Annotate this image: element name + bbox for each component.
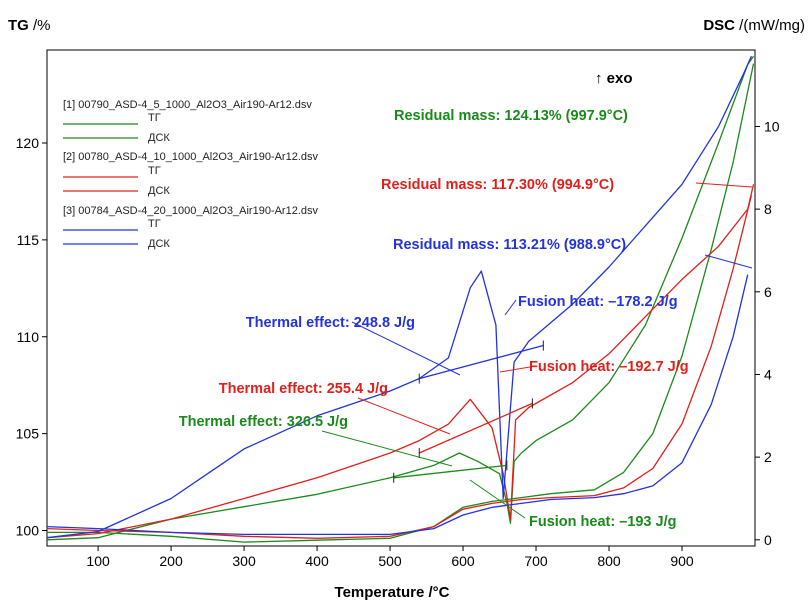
y-right-tick-label: 0 [764,532,772,548]
annotation-label: Thermal effect: 248.8 J/g [246,315,415,331]
annotation-label: Fusion heat: –193 J/g [529,514,676,530]
annotation-leader-line [704,254,753,269]
x-tick-label: 900 [670,553,694,569]
plot-frame [46,49,756,547]
x-tick-label: 100 [86,553,110,569]
x-tick-label: 500 [378,553,402,569]
annotation-label: Residual mass: 117.30% (994.9°C) [381,177,614,193]
y-left-tick-label: 120 [16,135,40,151]
annotation-label: Fusion heat: –178.2 J/g [518,294,678,310]
x-tick-label: 600 [451,553,475,569]
integration-baseline-2 [418,402,533,454]
legend: [1] 00790_ASD-4_5_1000_Al2O3_Air190-Ar12… [63,99,319,250]
annotation-label: Residual mass: 113.21% (988.9°C) [393,237,626,253]
series-line-2 [46,55,755,541]
legend-dsc-label: ДСК [148,185,170,197]
series-layer [46,55,755,543]
annotation-label: Thermal effect: 255.4 J/g [219,381,388,397]
y-right-axis-title: DSC /(mW/mg) [703,17,805,34]
x-tick-label: 200 [159,553,183,569]
plot-frame-rect [46,49,756,547]
legend-tg-label: ТГ [148,165,161,177]
series-line-3 [46,195,753,539]
y-right-tick-label: 2 [764,449,772,465]
annotation-leaders [321,182,753,519]
annotation-leader-line [321,430,453,467]
annotation-leader-line [351,321,461,376]
legend-file-name: [3] 00784_ASD-4_20_1000_Al2O3_Air190-Ar1… [63,205,319,217]
annotation-label: Fusion heat: –192.7 J/g [529,359,689,375]
y-right-tick-label: 10 [764,118,780,134]
legend-tg-label: ТГ [148,112,161,124]
y-left-axis-title: TG /% [8,17,51,34]
annotation-label: Residual mass: 124.13% (997.9°C) [394,108,628,124]
integration-baseline-1 [393,464,507,479]
annotation-leader-line [504,299,517,316]
y-right-tick-label: 8 [764,201,772,217]
legend-dsc-label: ДСК [148,132,170,144]
y-left-tick-label: 115 [17,232,40,248]
legend-tg-label: ТГ [148,218,161,230]
exo-label: ↑ exo [595,70,633,87]
legend-file-name: [2] 00780_ASD-4_10_1000_Al2O3_Air190-Ar1… [63,151,319,163]
x-axis-title: Temperature /°C [335,584,450,601]
legend-dsc-label: ДСК [148,238,170,250]
baseline-layer [393,340,544,483]
legend-file-name: [1] 00790_ASD-4_5_1000_Al2O3_Air190-Ar12… [63,99,312,111]
annotation-leader-line [357,397,451,435]
x-tick-label: 400 [305,553,329,569]
annotation-leader-line [469,479,526,519]
y-right-tick-label: 6 [764,284,772,300]
y-right-tick-label: 4 [764,366,772,382]
annotation-leader-line [695,182,753,188]
x-tick-label: 300 [232,553,256,569]
integration-baseline-3 [419,344,544,380]
annotation-leader-line [499,366,531,373]
annotation-layer: Residual mass: 124.13% (997.9°C) Residual… [179,108,689,530]
series-line-4 [46,184,755,539]
y-left-tick-label: 105 [16,426,40,442]
tick-layer: 100 200 300 400 500 600 700 800 9001001051101151… [16,118,780,569]
series-line-5 [46,274,749,536]
y-left-tick-label: 100 [16,523,40,539]
annotation-label: Thermal effect: 326.5 J/g [179,414,348,430]
x-tick-label: 700 [524,553,548,569]
y-left-tick-label: 110 [17,329,40,345]
x-tick-label: 800 [597,553,621,569]
series-line-6 [46,55,752,539]
